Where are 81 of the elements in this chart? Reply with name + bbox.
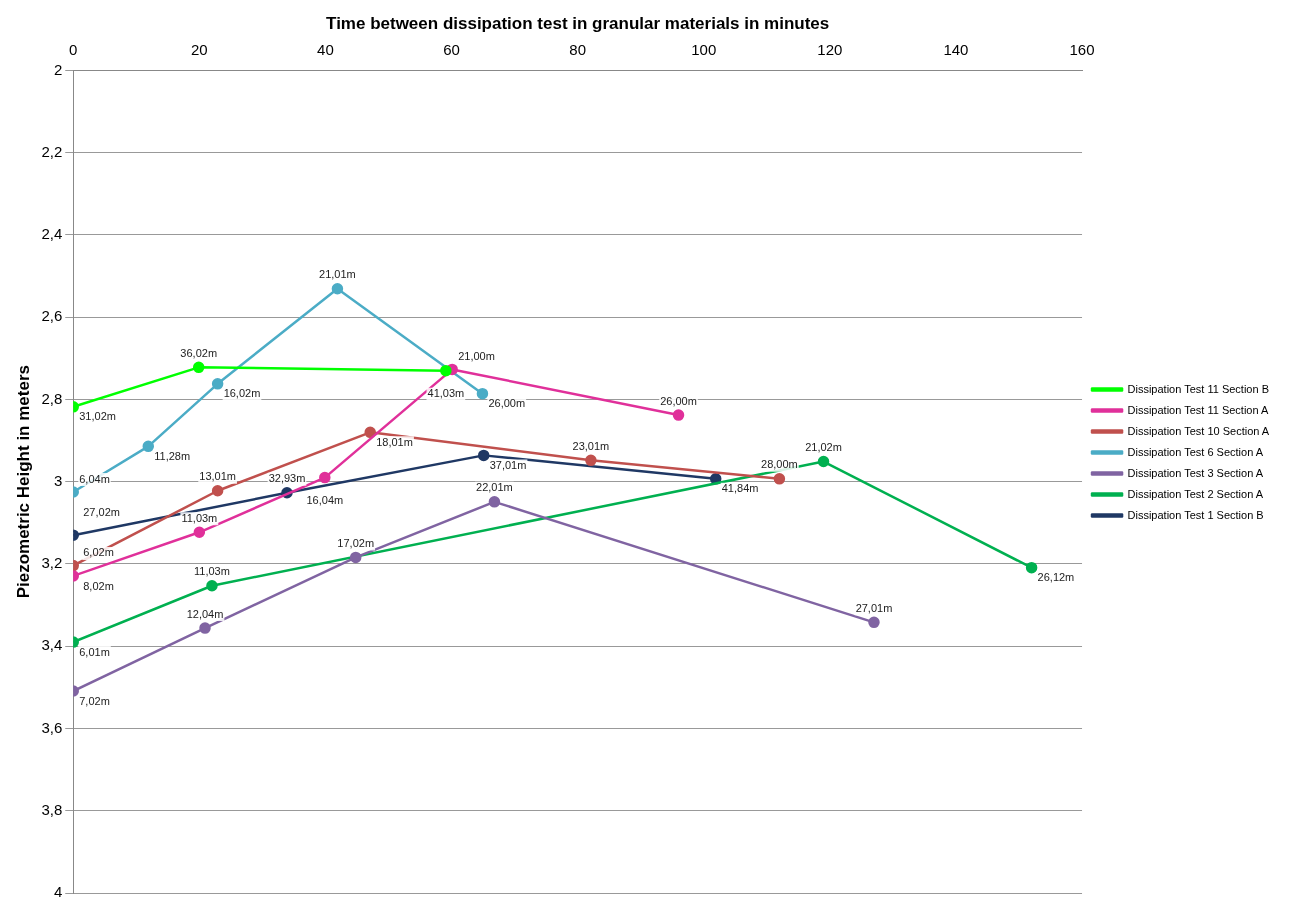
annotation: 28,00m [761,458,798,471]
annotation: 21,00m [458,349,495,362]
point [585,454,597,467]
annotation: 16,04m [306,494,344,507]
x-tick-label: 140 [943,40,969,58]
x-tick-label: 60 [443,40,460,58]
annotation: 11,03m [181,511,218,524]
point [672,409,685,421]
annotation: 16,02m [223,387,261,400]
annotation: 18,01m [376,435,413,448]
point [142,440,155,453]
annotation: 8,02m [83,580,114,593]
annotation: 21,02m [805,441,842,454]
point [319,471,331,484]
y-axis-title: Piezometric Height in meters [13,365,33,599]
point [211,378,224,390]
annotation: 13,01m [199,470,236,483]
annotation: 41,03m [427,387,465,400]
legend-label: Dissipation Test 11 Section B [1127,382,1269,395]
x-tick-label: 100 [691,40,717,58]
point [476,387,489,400]
annotation: 36,02m [180,346,218,359]
y-tick-label: 2,4 [41,225,63,243]
annotation: 26,12m [1037,571,1075,584]
point [211,485,224,497]
x-axis-title: Time between dissipation test in granular materials in minutes [326,13,830,33]
x-tick-label: 120 [817,40,843,58]
annotation: 26,00m [488,397,526,410]
legend-label: Dissipation Test 11 Section A [1127,403,1270,416]
annotation: 6,04m [79,472,110,485]
x-tick-label: 80 [569,40,586,58]
y-tick-label: 3,4 [41,636,63,654]
annotation: 27,02m [83,505,120,518]
y-tick-label: 3 [53,471,63,489]
point [206,580,218,592]
legend-label: Dissipation Test 6 Section A [1127,445,1264,458]
point [440,364,452,377]
annotation: 26,00m [660,394,697,407]
annotation: 21,01m [319,268,356,281]
legend-label: Dissipation Test 1 Section B [1127,508,1264,521]
point [1025,561,1038,574]
y-tick-label: 3,8 [41,800,63,818]
point [773,473,786,485]
point [193,526,206,539]
x-tick-label: 0 [69,40,78,58]
point [349,551,362,564]
y-tick-label: 2,6 [41,307,63,325]
annotation: 32,93m [268,472,306,485]
legend-label: Dissipation Test 10 Section A [1127,424,1270,437]
point [868,616,880,629]
annotation: 27,01m [855,601,893,614]
point [817,455,830,468]
annotation: 6,01m [79,645,110,658]
annotation: 41,84m [721,482,759,495]
point [199,622,211,634]
annotation: 6,02m [83,546,114,559]
annotation: 12,04m [186,607,224,620]
legend-label: Dissipation Test 2 Section A [1127,487,1264,500]
annotation: 11,03m [194,565,230,578]
annotation: 22,01m [476,481,513,494]
y-tick-label: 2,8 [41,389,63,407]
y-tick-label: 4 [53,883,63,901]
x-tick-label: 20 [191,40,208,58]
x-tick-label: 40 [317,40,334,58]
point [331,283,344,295]
y-tick-label: 2,2 [41,142,63,160]
point [488,496,501,508]
point [477,449,490,462]
annotation: 17,02m [337,536,375,549]
y-tick-label: 3,2 [41,554,63,572]
point [192,361,205,374]
annotation: 37,01m [489,458,527,471]
y-tick-label: 2 [53,60,63,78]
y-tick-label: 3,6 [41,718,63,736]
legend-label: Dissipation Test 3 Section A [1127,466,1264,479]
annotation: 31,02m [79,410,116,423]
annotation: 23,01m [572,439,610,452]
annotation: 11,28m [154,449,191,462]
point [364,426,376,439]
annotation: 7,02m [79,694,110,707]
x-tick-label: 160 [1069,40,1095,58]
